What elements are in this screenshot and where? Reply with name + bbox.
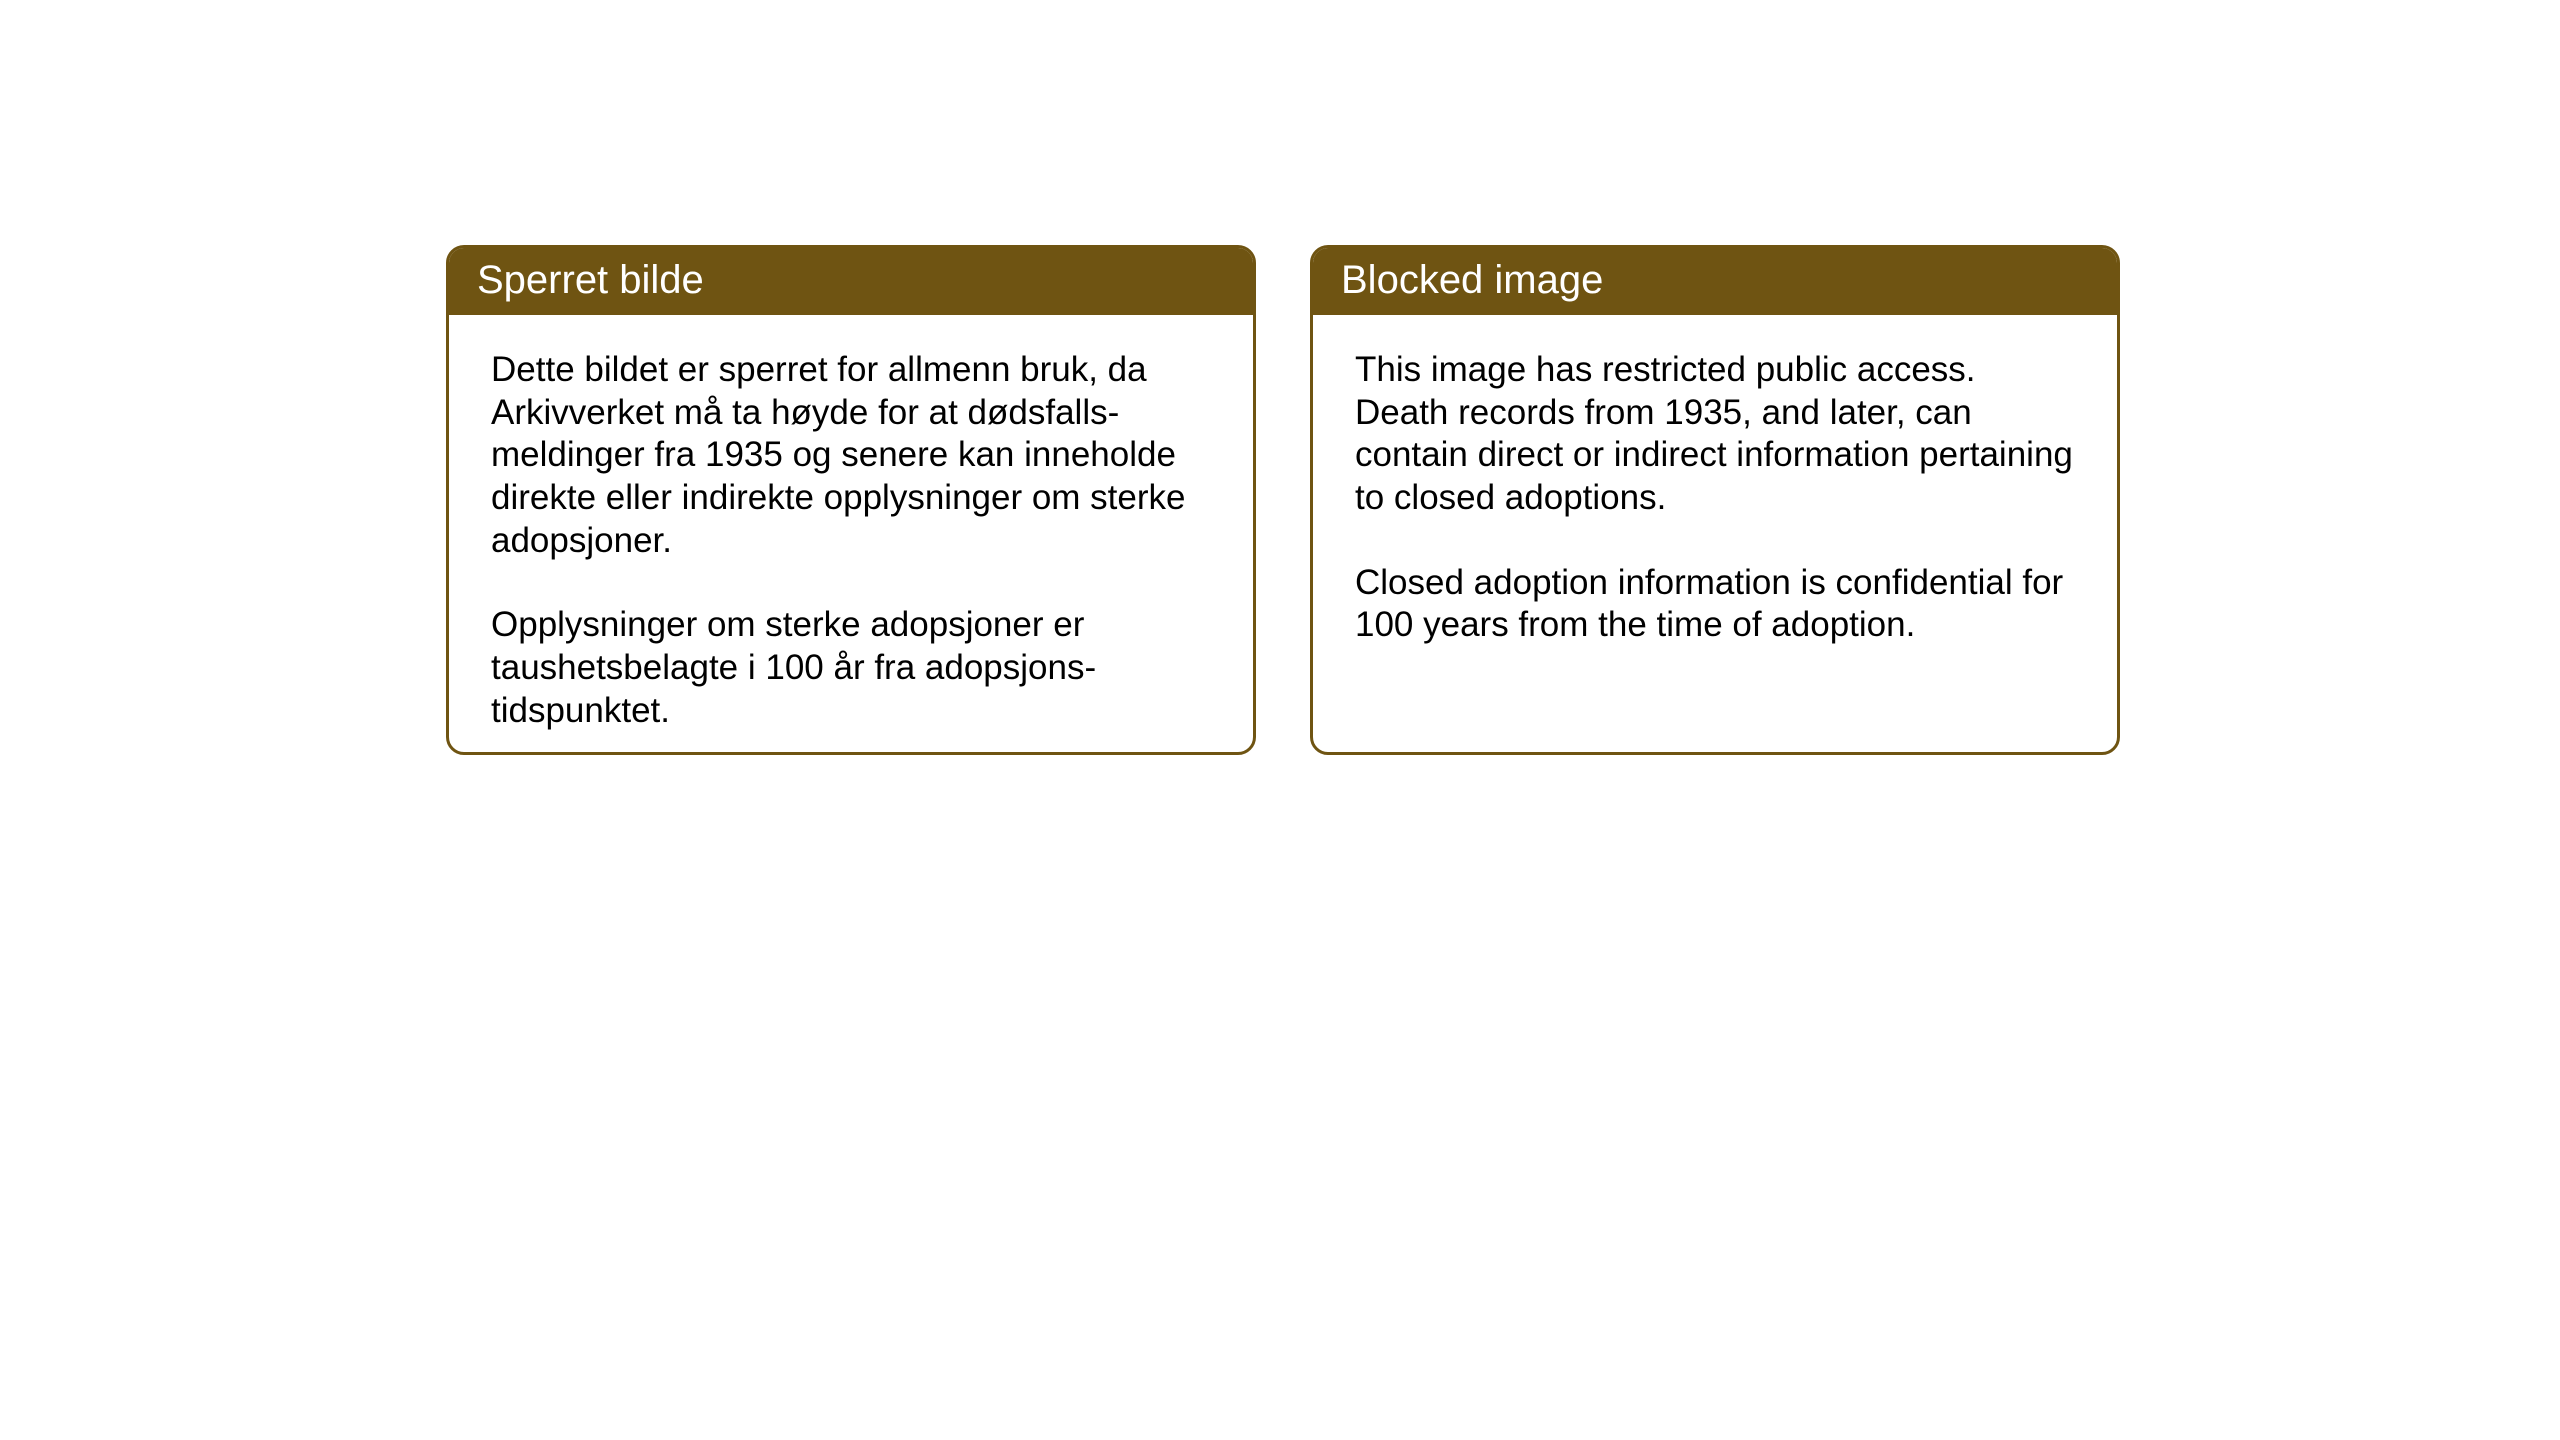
card-paragraph-1-norwegian: Dette bildet er sperret for allmenn bruk… [491, 349, 1211, 562]
notice-card-english: Blocked image This image has restricted … [1310, 245, 2120, 755]
card-body-english: This image has restricted public access.… [1313, 315, 2117, 681]
notice-card-norwegian: Sperret bilde Dette bildet er sperret fo… [446, 245, 1256, 755]
card-paragraph-2-english: Closed adoption information is confident… [1355, 562, 2075, 647]
card-body-norwegian: Dette bildet er sperret for allmenn bruk… [449, 315, 1253, 755]
card-paragraph-1-english: This image has restricted public access.… [1355, 349, 2075, 520]
card-paragraph-2-norwegian: Opplysninger om sterke adopsjoner er tau… [491, 604, 1211, 732]
card-title-english: Blocked image [1341, 258, 1603, 302]
card-title-norwegian: Sperret bilde [477, 258, 704, 302]
card-header-norwegian: Sperret bilde [449, 248, 1253, 315]
notice-container: Sperret bilde Dette bildet er sperret fo… [446, 245, 2120, 755]
card-header-english: Blocked image [1313, 248, 2117, 315]
